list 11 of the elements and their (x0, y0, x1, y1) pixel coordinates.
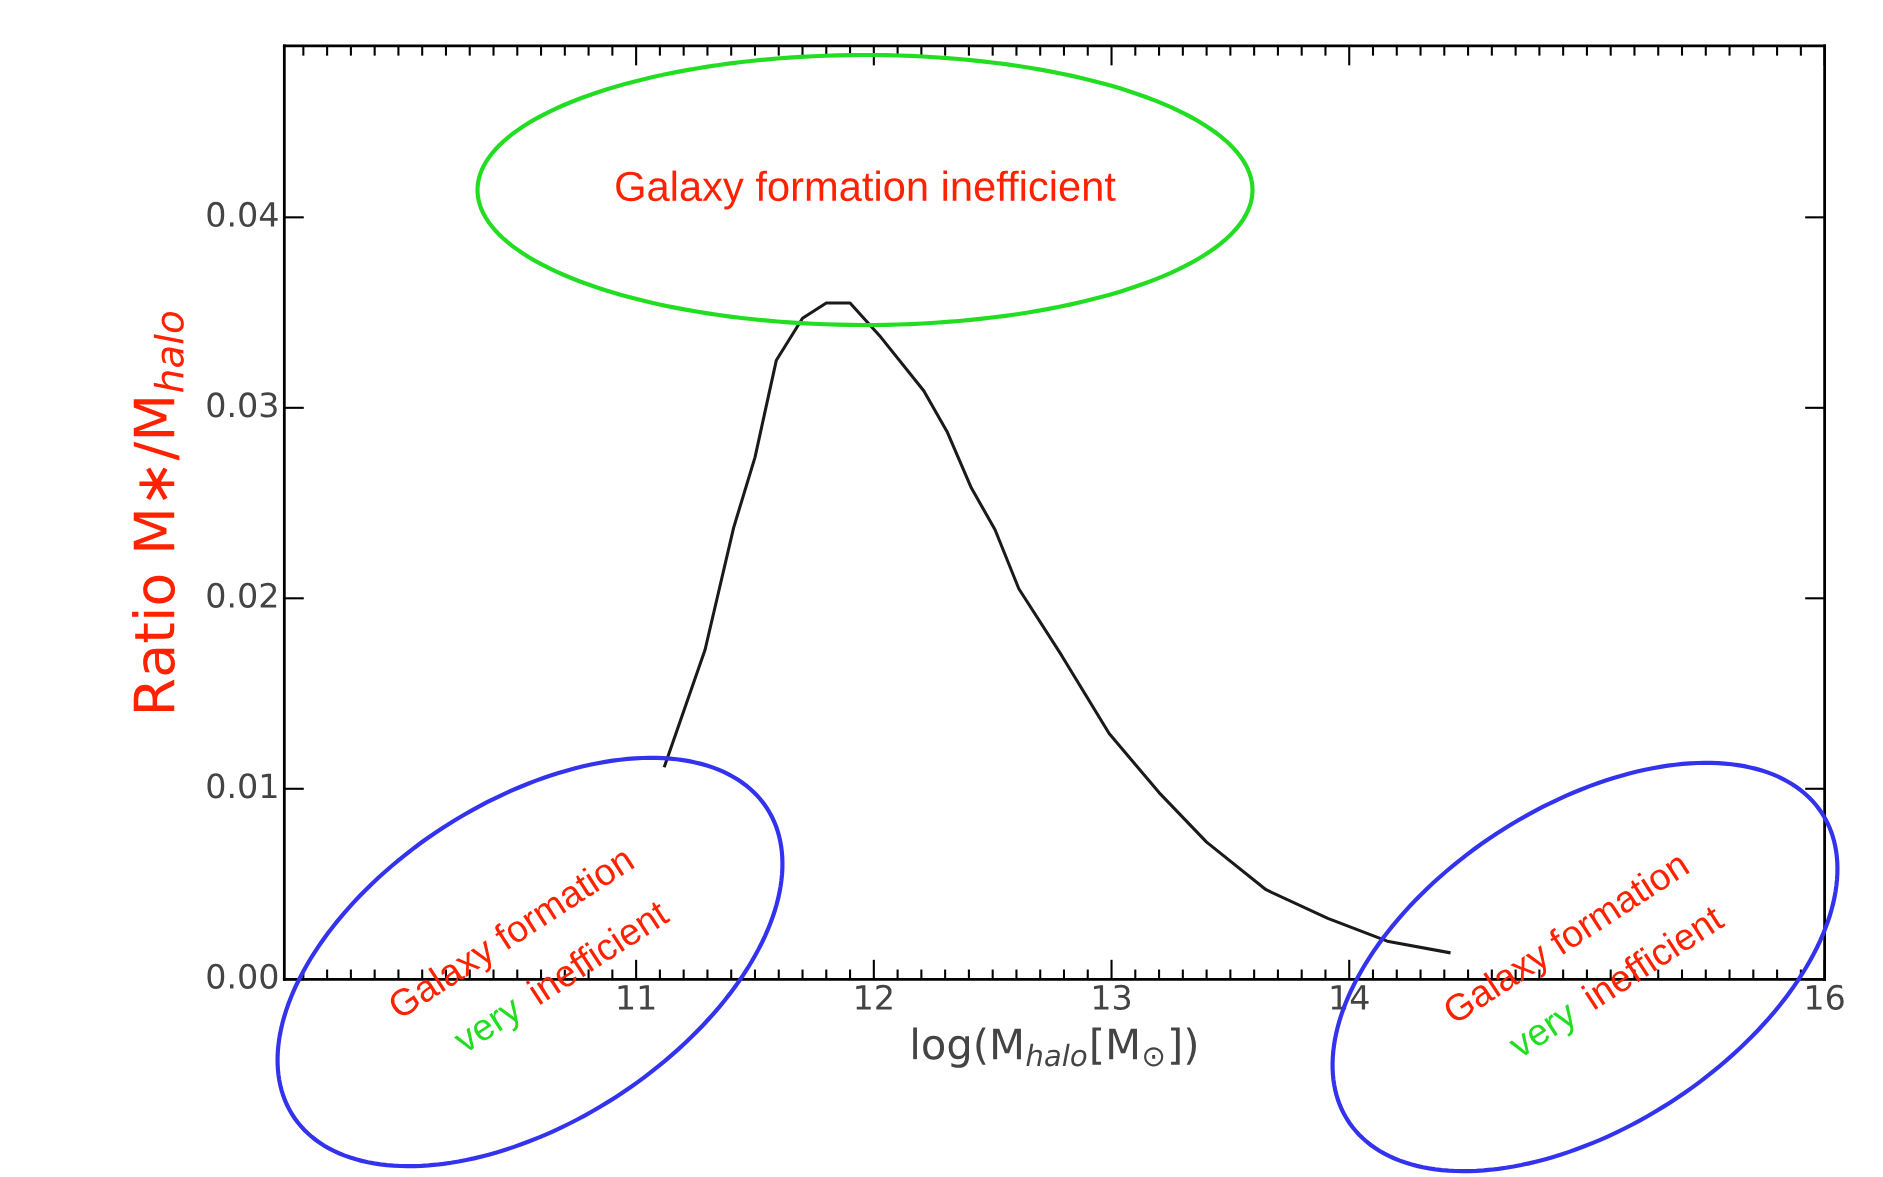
y-tick-label: 0.00 (207, 963, 278, 989)
x-tick-label: 16 (1807, 984, 1844, 1010)
y-tick-label: 0.02 (207, 582, 277, 608)
x-tick-label: 12 (856, 984, 892, 1010)
y-tick-label: 0.04 (207, 201, 278, 228)
x-axis-title: log(M$_{halo}$[M$_{⊙}$]) (913, 1027, 1196, 1068)
y-tick-label: 0.03 (207, 392, 277, 418)
annotation: Galaxy formation inefficient (616, 170, 1116, 210)
x-tick-label: 13 (1093, 984, 1131, 1010)
y-axis-title: Ratio M∗/M$_{halo}$ (132, 312, 184, 712)
y-tick-label: 0.01 (207, 773, 277, 799)
